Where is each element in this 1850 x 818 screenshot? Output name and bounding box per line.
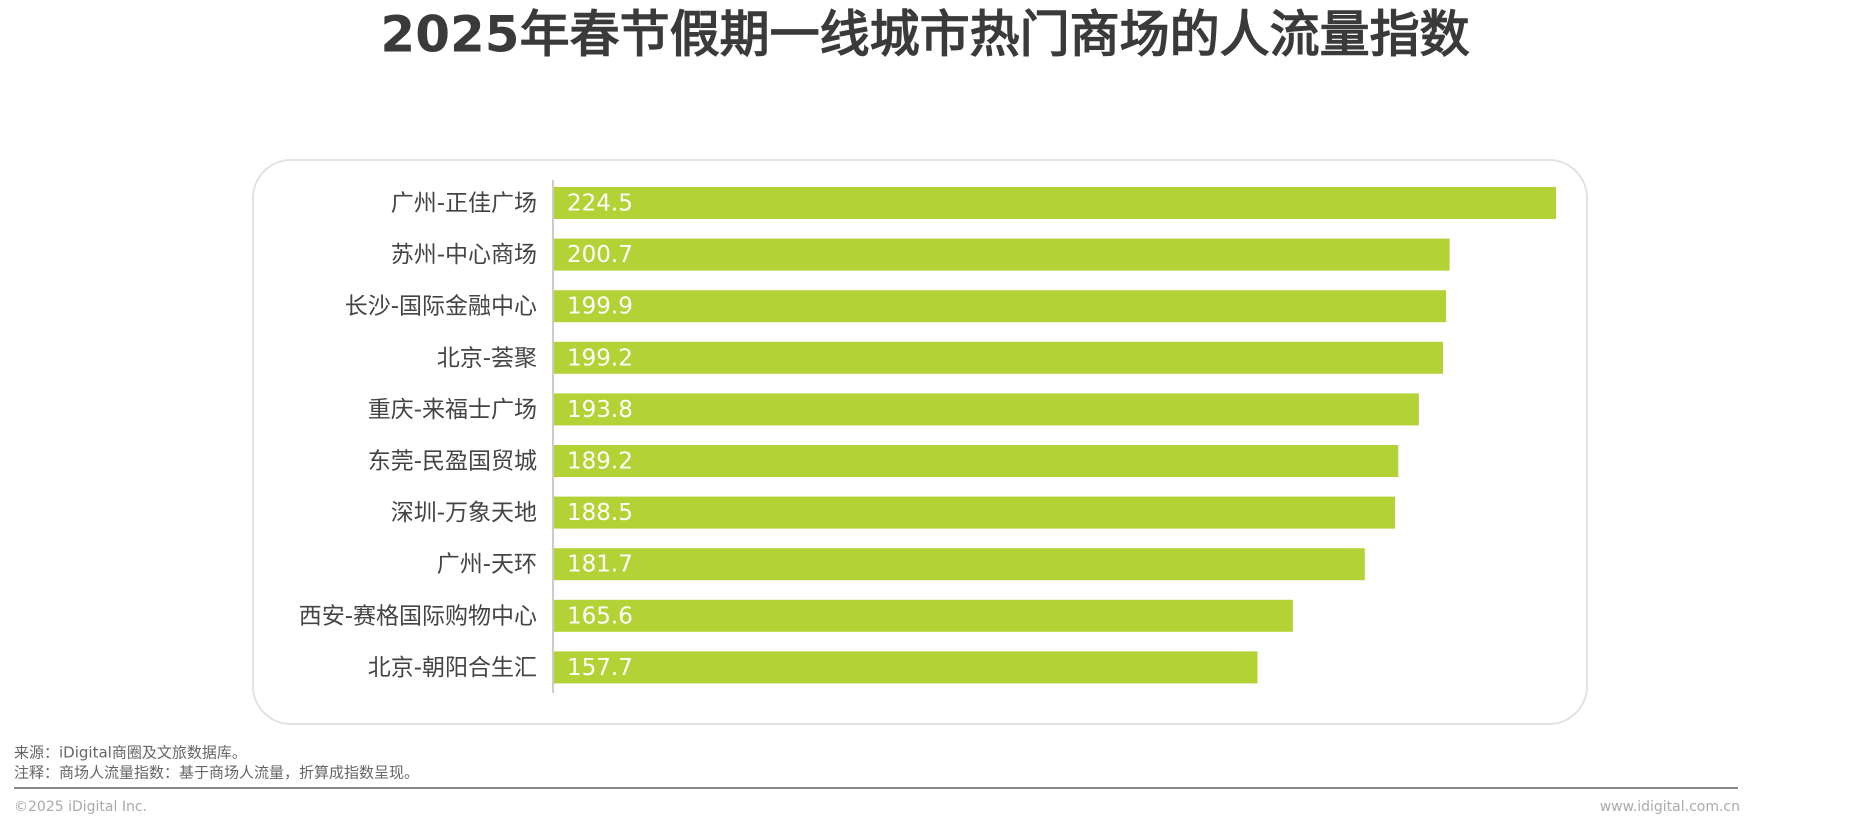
value-label: 189.2: [567, 449, 633, 475]
bar: [554, 238, 1450, 271]
bar: [554, 548, 1365, 581]
chart-title: 2025年春节假期一线城市热门商场的人流量指数: [380, 6, 1469, 64]
category-label: 广州-正佳广场: [391, 191, 537, 217]
category-label: 深圳-万象天地: [391, 500, 537, 526]
value-label: 165.6: [567, 603, 633, 629]
category-label: 北京-朝阳合生汇: [368, 655, 537, 681]
bar: [554, 599, 1293, 632]
note: 注释：商场人流量指数：基于商场人流量，折算成指数呈现。: [14, 764, 419, 782]
value-label: 193.8: [567, 397, 633, 423]
value-label: 188.5: [567, 500, 633, 526]
value-label: 200.7: [567, 242, 633, 268]
bar: [554, 445, 1399, 477]
copyright: ©2025 iDigital Inc.: [14, 799, 147, 815]
value-label: 224.5: [567, 191, 633, 217]
bar: [554, 393, 1419, 426]
category-label: 重庆-来福士广场: [368, 397, 537, 423]
value-label: 181.7: [567, 552, 633, 578]
category-label: 广州-天环: [437, 552, 537, 578]
website: www.idigital.com.cn: [1600, 799, 1740, 815]
category-label: 东莞-民盈国贸城: [368, 449, 537, 475]
bar: [554, 290, 1447, 323]
value-label: 199.2: [567, 345, 633, 371]
category-label: 北京-荟聚: [437, 345, 537, 371]
category-label: 长沙-国际金融中心: [345, 294, 537, 320]
chart-frame: [252, 159, 1588, 725]
bar: [554, 187, 1556, 219]
bar: [554, 651, 1258, 684]
value-label: 157.7: [567, 655, 633, 681]
bar: [554, 341, 1443, 374]
bar: [554, 496, 1396, 529]
source: 来源：iDigital商圈及文旅数据库。: [14, 744, 247, 762]
category-label: 苏州-中心商场: [391, 242, 537, 268]
category-label: 西安-赛格国际购物中心: [299, 603, 537, 629]
value-label: 199.9: [567, 294, 633, 320]
